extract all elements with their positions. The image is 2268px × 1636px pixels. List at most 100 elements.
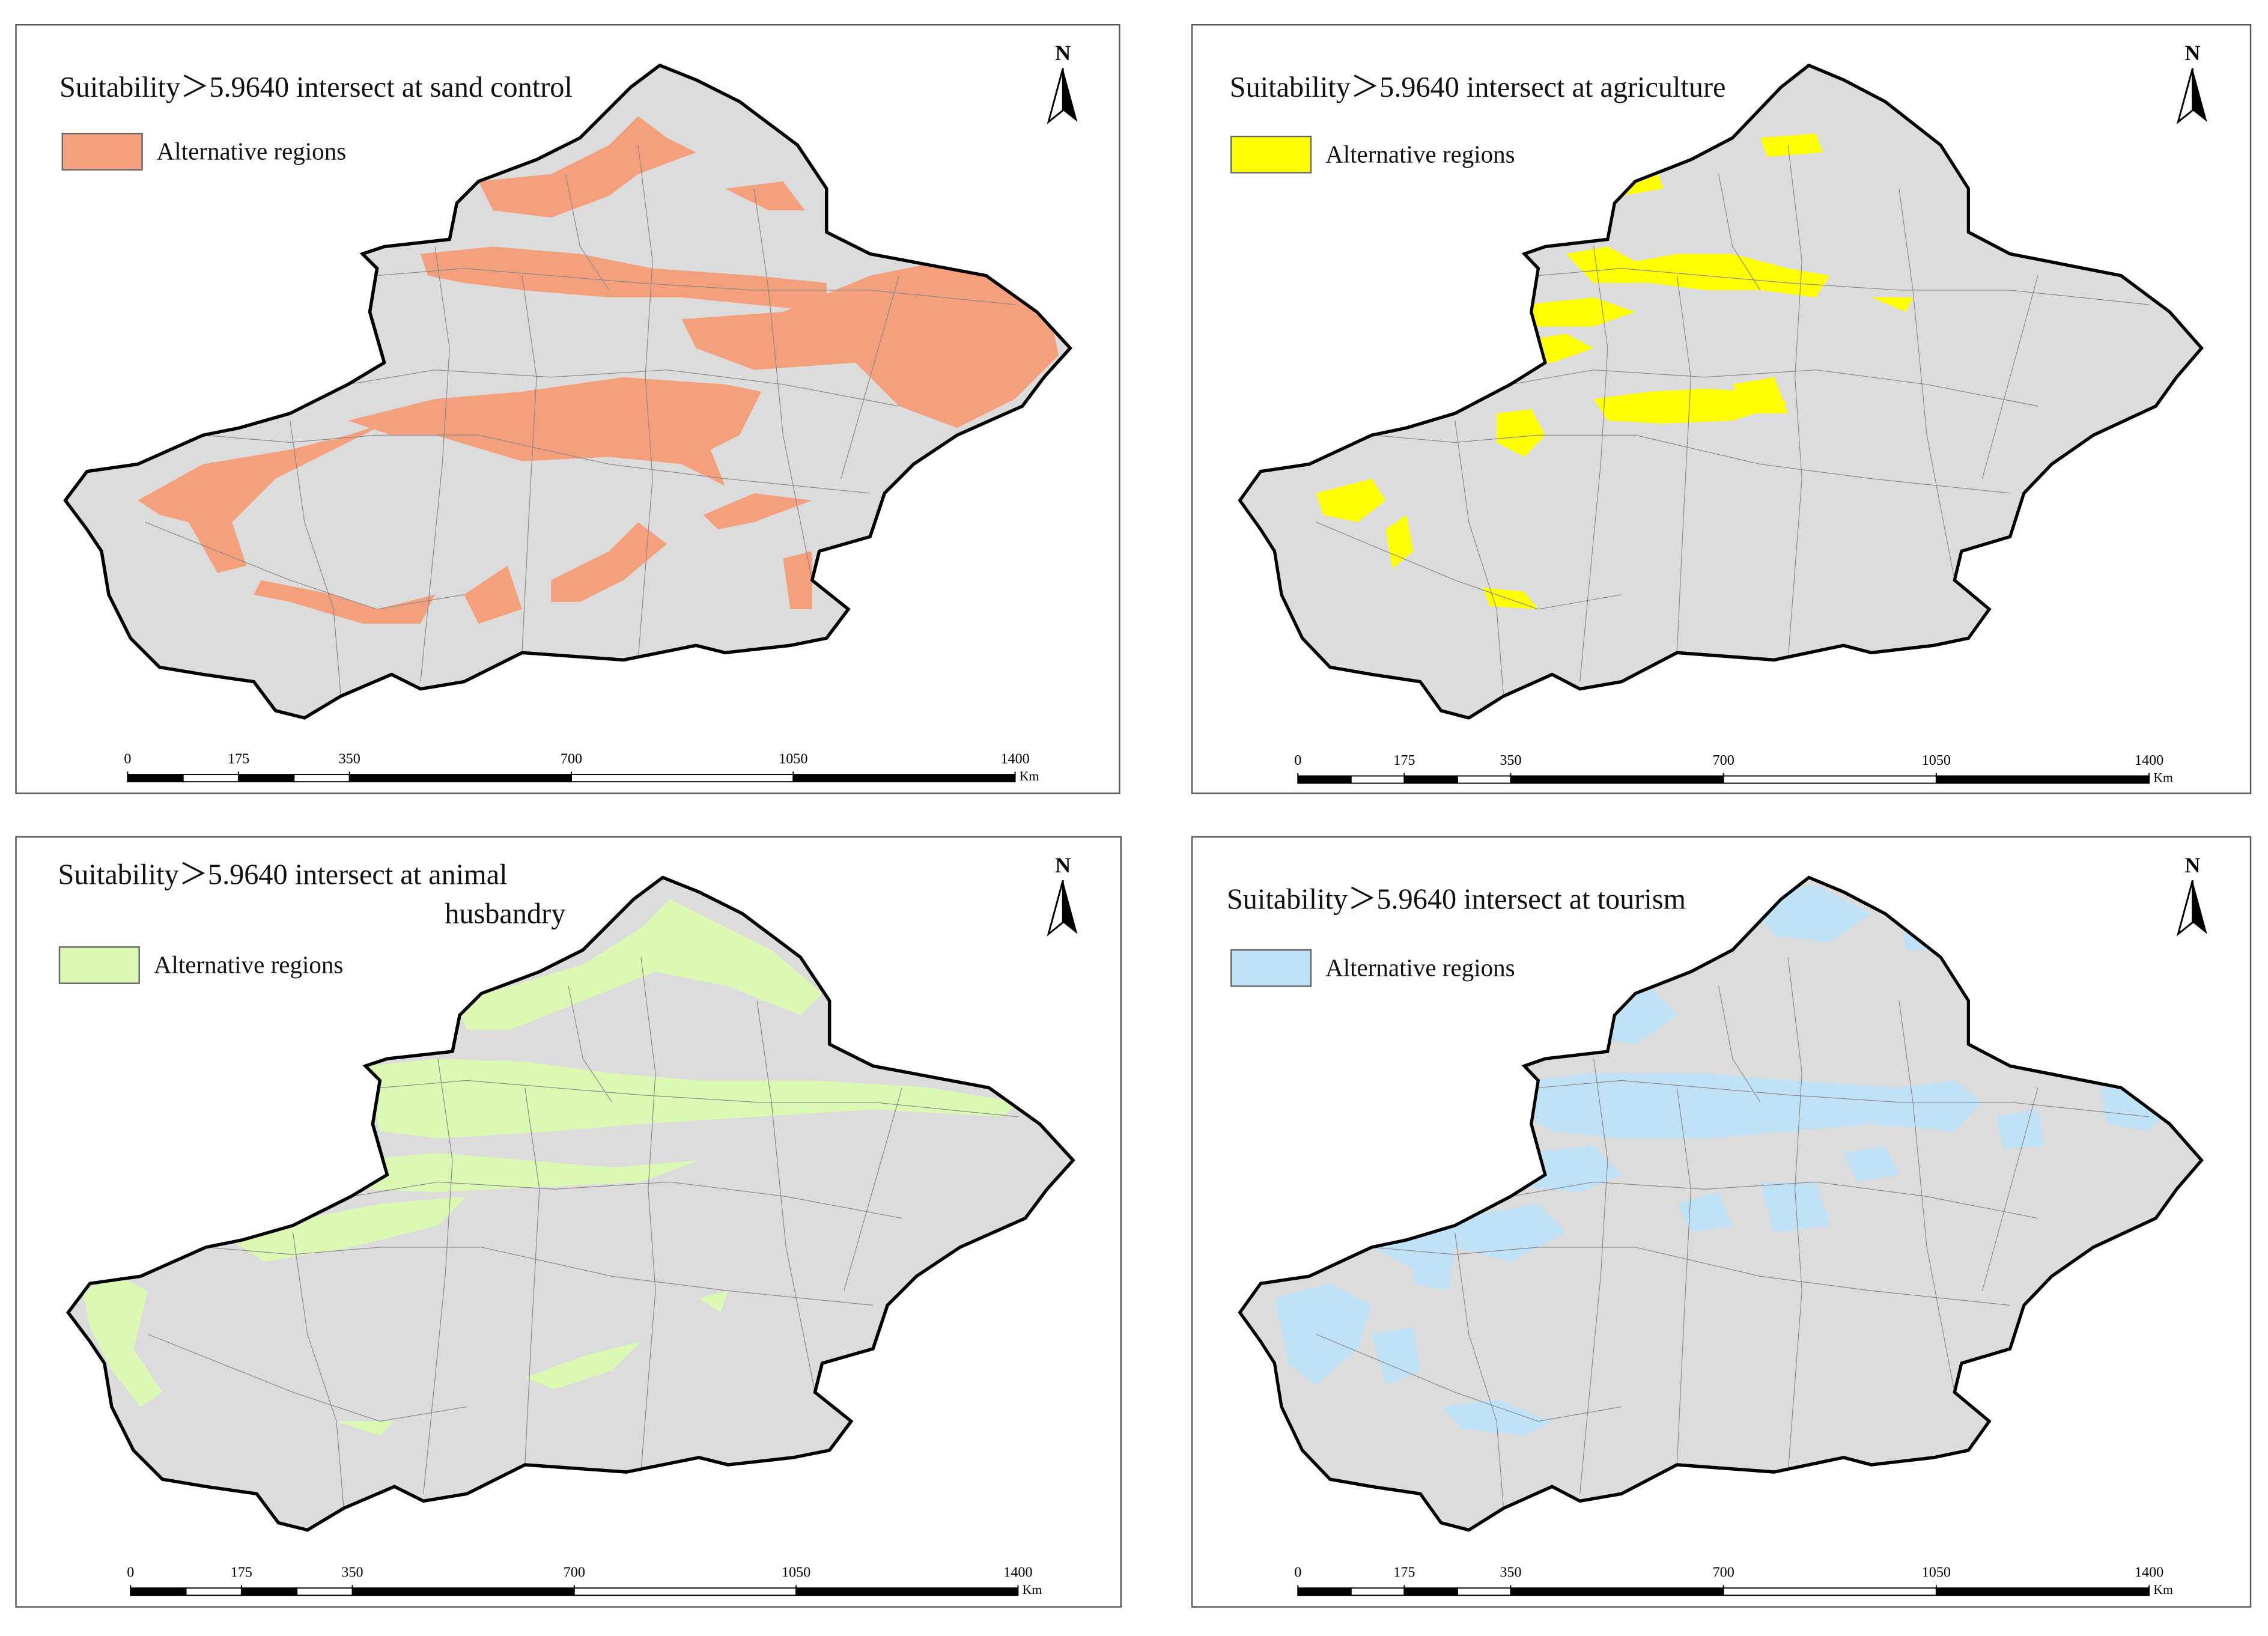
scale-bar-segment bbox=[293, 774, 350, 783]
alternative-region bbox=[725, 181, 805, 211]
panel-title: Suitability＞5.9640 intersect at animal bbox=[58, 859, 508, 891]
scale-bar-label: 1400 bbox=[2135, 752, 2163, 768]
scale-bar-label: 700 bbox=[564, 1565, 585, 1581]
legend-label: Alternative regions bbox=[1325, 140, 1515, 168]
alternative-region bbox=[524, 1341, 641, 1390]
legend-swatch bbox=[58, 946, 140, 984]
north-arrow bbox=[1063, 880, 1078, 934]
alternative-region bbox=[348, 377, 762, 486]
scale-bar-unit: Km bbox=[1023, 1583, 1042, 1597]
scale-bar-segment bbox=[1722, 775, 1937, 784]
scale-bar-label: 0 bbox=[1294, 1565, 1301, 1581]
alternative-region bbox=[1441, 1399, 1552, 1436]
alternative-region bbox=[703, 493, 812, 530]
alternative-region bbox=[1566, 246, 1830, 297]
alternative-region bbox=[1524, 1145, 1622, 1193]
alternative-region bbox=[254, 580, 436, 624]
alternative-region bbox=[783, 551, 812, 609]
legend-label: Alternative regions bbox=[154, 951, 343, 979]
panel-title: Suitability＞5.9640 intersect at tourism bbox=[1227, 884, 1686, 916]
scale-bar-segment bbox=[240, 1587, 298, 1596]
north-label: N bbox=[1055, 853, 1071, 877]
alternative-region bbox=[1996, 1109, 2045, 1149]
scale-bar-unit: Km bbox=[2153, 770, 2173, 785]
scale-bar-segment bbox=[573, 1587, 797, 1596]
scale-bar-label: 1400 bbox=[1000, 750, 1029, 767]
alternative-region bbox=[1524, 297, 1636, 327]
alternative-region bbox=[452, 899, 822, 1030]
alternative-region bbox=[464, 565, 522, 624]
north-label: N bbox=[1055, 41, 1071, 65]
north-arrow bbox=[2192, 68, 2207, 122]
alternative-region bbox=[699, 1291, 728, 1313]
region-layer bbox=[82, 899, 1019, 1509]
panel-title: husbandry bbox=[445, 898, 565, 930]
alternative-region bbox=[1274, 1283, 1372, 1385]
scale-bar-label: 1400 bbox=[1003, 1565, 1032, 1581]
scale-bar-label: 1050 bbox=[1922, 1565, 1951, 1581]
scale-bar-segment bbox=[351, 1587, 575, 1596]
scale-bar-label: 350 bbox=[339, 750, 360, 767]
legend-swatch bbox=[1230, 135, 1312, 174]
alternative-region bbox=[365, 1059, 1018, 1139]
map-panel: Suitability＞5.9640 intersect at sand con… bbox=[15, 24, 1120, 794]
scale-bar-label: 1050 bbox=[1922, 752, 1951, 768]
alternative-region bbox=[1413, 1239, 1455, 1291]
alternative-region bbox=[420, 246, 827, 312]
scale-bar-segment bbox=[348, 774, 572, 783]
legend-label: Alternative regions bbox=[157, 137, 346, 165]
scale-bar-segment bbox=[130, 1587, 187, 1596]
scale-bar-label: 175 bbox=[1393, 752, 1415, 768]
scale-bar-segment bbox=[182, 774, 240, 783]
map bbox=[65, 65, 1071, 718]
alternative-region bbox=[138, 421, 392, 573]
scale-bar-label: 700 bbox=[1713, 1565, 1734, 1581]
map-panel: Suitability＞5.9640 intersect at tourism A… bbox=[1191, 836, 2252, 1608]
panel-title: Suitability＞5.9640 intersect at sand con… bbox=[59, 71, 573, 103]
scale-bar-segment bbox=[795, 1587, 1019, 1596]
map bbox=[1240, 65, 2202, 718]
scale-bar-unit: Km bbox=[1020, 769, 1039, 783]
scale-bar-label: 175 bbox=[1393, 1565, 1415, 1581]
scale-bar-segment bbox=[1722, 1587, 1937, 1596]
alternative-region bbox=[551, 522, 667, 602]
north-label: N bbox=[2184, 853, 2200, 877]
scale-bar-segment bbox=[1403, 1587, 1458, 1596]
north-arrow bbox=[1063, 68, 1078, 122]
scale-bar-segment bbox=[127, 774, 184, 783]
scale-bar-label: 1400 bbox=[2135, 1565, 2163, 1581]
alternative-region bbox=[336, 1421, 395, 1436]
scale-bar-label: 0 bbox=[1294, 752, 1301, 768]
alternative-region bbox=[1372, 1327, 1420, 1385]
panel-title: Suitability＞5.9640 intersect at agricult… bbox=[1230, 71, 1726, 103]
alternative-region bbox=[1482, 587, 1539, 609]
scale-bar-label: 175 bbox=[228, 750, 249, 767]
alternative-region bbox=[1871, 297, 1913, 312]
alternative-region bbox=[1497, 409, 1545, 457]
alternative-region bbox=[220, 1196, 467, 1262]
scale-bar-segment bbox=[1297, 1587, 1352, 1596]
alternative-region bbox=[1677, 1192, 1733, 1233]
legend-swatch bbox=[1230, 949, 1312, 987]
alternative-region bbox=[1316, 478, 1386, 523]
scale-bar-segment bbox=[1456, 1587, 1512, 1596]
scale-bar-label: 700 bbox=[561, 750, 582, 767]
scale-bar-label: 350 bbox=[1500, 752, 1521, 768]
alternative-region bbox=[1760, 1182, 1830, 1233]
scale-bar-segment bbox=[1935, 1587, 2150, 1596]
region-layer bbox=[1316, 133, 2150, 697]
scale-bar-segment bbox=[1350, 775, 1405, 784]
alternative-region bbox=[681, 261, 1059, 428]
region-layer bbox=[1274, 884, 2177, 1509]
legend-swatch bbox=[61, 133, 143, 171]
scale-bar-segment bbox=[185, 1587, 242, 1596]
scale-bar-label: 1050 bbox=[782, 1565, 810, 1581]
legend-label: Alternative regions bbox=[1325, 953, 1515, 981]
scale-bar-label: 0 bbox=[127, 1565, 134, 1581]
alternative-region bbox=[478, 116, 696, 218]
alternative-region bbox=[82, 1276, 163, 1407]
scale-bar-label: 350 bbox=[1500, 1565, 1521, 1581]
alternative-region bbox=[1517, 1073, 1983, 1139]
